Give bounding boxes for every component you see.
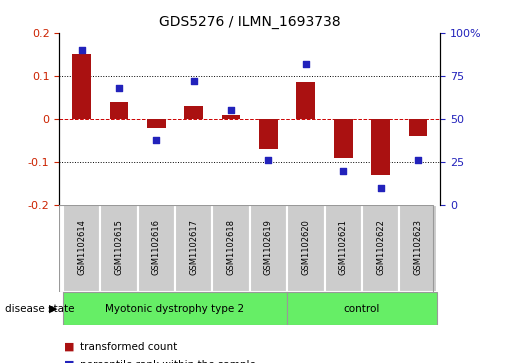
Bar: [334, 119, 353, 158]
Title: GDS5276 / ILMN_1693738: GDS5276 / ILMN_1693738: [159, 15, 340, 29]
Text: GSM1102619: GSM1102619: [264, 219, 273, 275]
Bar: [250, 205, 287, 292]
Point: [414, 158, 422, 163]
Text: control: control: [344, 303, 380, 314]
Bar: [184, 106, 203, 119]
Text: GSM1102615: GSM1102615: [114, 219, 124, 275]
Bar: [212, 205, 250, 292]
Bar: [222, 115, 241, 119]
Text: percentile rank within the sample: percentile rank within the sample: [80, 360, 256, 363]
Bar: [63, 292, 287, 325]
Point: [78, 47, 86, 53]
Bar: [287, 205, 324, 292]
Bar: [297, 82, 315, 119]
Bar: [259, 119, 278, 149]
Bar: [72, 54, 91, 119]
Text: ■: ■: [64, 360, 75, 363]
Bar: [287, 292, 437, 325]
Text: GSM1102620: GSM1102620: [301, 219, 311, 275]
Bar: [138, 205, 175, 292]
Point: [152, 137, 161, 143]
Text: GSM1102623: GSM1102623: [414, 219, 422, 275]
Text: Myotonic dystrophy type 2: Myotonic dystrophy type 2: [106, 303, 245, 314]
Text: GSM1102616: GSM1102616: [152, 219, 161, 275]
Point: [339, 168, 347, 174]
Text: GSM1102614: GSM1102614: [77, 219, 86, 275]
Point: [302, 61, 310, 67]
Text: ▶: ▶: [49, 303, 58, 314]
Point: [227, 107, 235, 113]
Point: [115, 85, 123, 91]
Bar: [408, 119, 427, 136]
Point: [376, 185, 385, 191]
Bar: [371, 119, 390, 175]
Bar: [110, 102, 128, 119]
Bar: [147, 119, 166, 127]
Bar: [399, 205, 437, 292]
Point: [264, 158, 272, 163]
Point: [190, 78, 198, 84]
Bar: [362, 205, 399, 292]
Text: GSM1102618: GSM1102618: [227, 219, 235, 275]
Text: transformed count: transformed count: [80, 342, 177, 352]
Text: GSM1102622: GSM1102622: [376, 219, 385, 275]
Bar: [324, 205, 362, 292]
Bar: [100, 205, 138, 292]
Text: disease state: disease state: [5, 303, 75, 314]
Bar: [175, 205, 212, 292]
Bar: [63, 205, 100, 292]
Text: ■: ■: [64, 342, 75, 352]
Text: GSM1102621: GSM1102621: [339, 219, 348, 275]
Text: GSM1102617: GSM1102617: [189, 219, 198, 275]
